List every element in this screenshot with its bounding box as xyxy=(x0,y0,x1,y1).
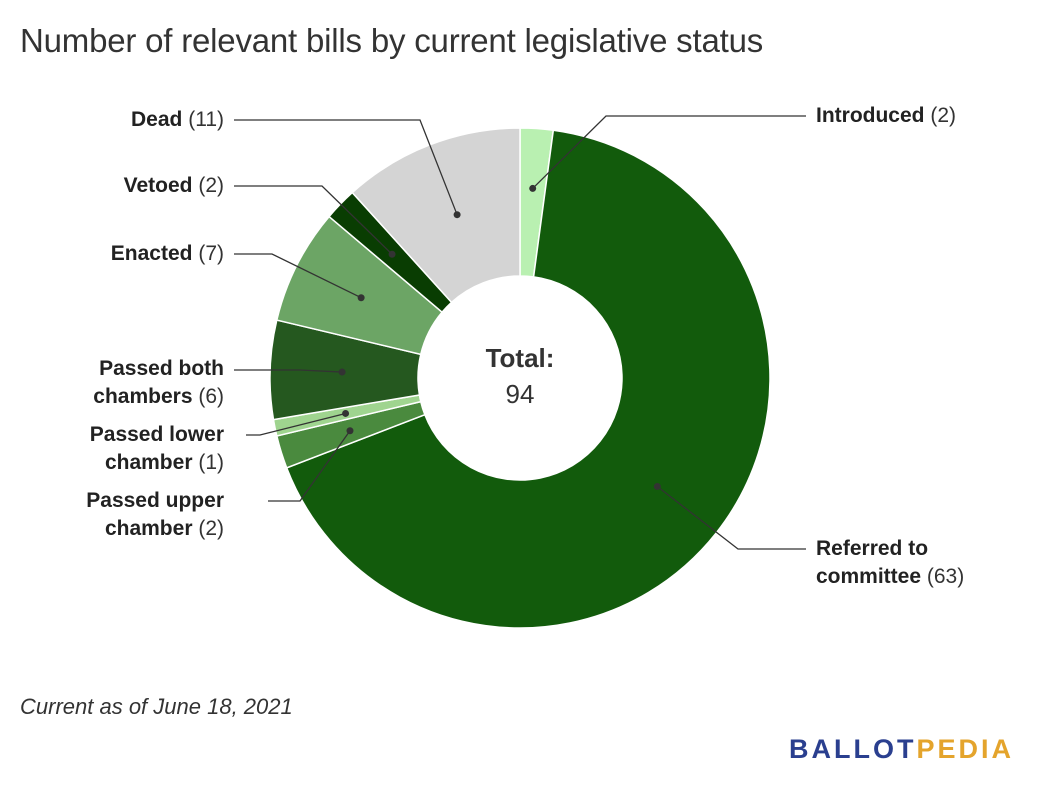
chart-title: Number of relevant bills by current legi… xyxy=(20,22,764,59)
label-name: chamber xyxy=(104,451,193,474)
label-count: (11) xyxy=(182,108,224,131)
label-count: (2) xyxy=(192,174,224,197)
leader-line-passed-upper-chamber xyxy=(268,430,351,502)
logo-part-ballot: BALLOT xyxy=(788,734,917,764)
leader-dot-passed-lower-chamber xyxy=(342,409,350,417)
label-name: Passed both xyxy=(99,357,224,380)
label-referred-to-committee: Referred to committee (63) xyxy=(816,535,964,591)
leader-dot-vetoed xyxy=(388,250,396,258)
leader-dot-passed-both-chambers xyxy=(338,368,346,376)
label-passed-lower-chamber: Passed lower chamber (1) xyxy=(90,421,224,477)
label-count: (63) xyxy=(921,565,965,588)
label-name: chambers xyxy=(93,385,193,408)
label-dead: Dead (11) xyxy=(131,106,224,134)
leader-dot-enacted xyxy=(357,294,365,302)
label-name: Dead xyxy=(131,108,183,131)
label-name: committee xyxy=(816,565,922,588)
leader-dot-introduced xyxy=(529,184,537,192)
leader-line-enacted xyxy=(234,253,362,299)
label-count: (6) xyxy=(192,385,224,408)
label-count: (2) xyxy=(924,104,956,127)
leader-line-passed-lower-chamber xyxy=(246,412,346,436)
label-name: chamber xyxy=(104,517,193,540)
label-passed-upper-chamber: Passed upper chamber (2) xyxy=(86,487,224,543)
ballotpedia-logo: BALLOTPEDIA xyxy=(789,734,1014,765)
label-passed-both-chambers: Passed both chambers (6) xyxy=(93,355,224,411)
label-name: Vetoed xyxy=(123,174,193,197)
leader-dot-referred-to-committee xyxy=(653,482,661,490)
center-total-label: Total: xyxy=(485,343,555,373)
label-count: (7) xyxy=(192,242,224,265)
label-enacted: Enacted (7) xyxy=(111,240,224,268)
leader-line-passed-both-chambers xyxy=(234,369,343,373)
leader-line-introduced xyxy=(532,115,806,189)
label-name: Enacted xyxy=(110,242,193,265)
donut-hole xyxy=(418,276,622,480)
label-introduced: Introduced (2) xyxy=(816,102,956,130)
label-vetoed: Vetoed (2) xyxy=(124,172,224,200)
label-name: Passed upper xyxy=(86,489,224,512)
center-total-value: 94 xyxy=(505,379,535,409)
slice-referred-to-committee xyxy=(285,129,771,629)
leader-line-dead xyxy=(234,119,458,215)
leader-dot-dead xyxy=(453,211,461,219)
leader-line-vetoed xyxy=(234,185,393,255)
label-count: (1) xyxy=(192,451,224,474)
leader-line-referred-to-committee xyxy=(656,485,806,550)
label-name: Introduced xyxy=(816,104,925,127)
label-name: Passed lower xyxy=(89,423,224,446)
footnote: Current as of June 18, 2021 xyxy=(20,694,293,719)
leader-dot-passed-upper-chamber xyxy=(346,427,354,435)
logo-part-pedia: PEDIA xyxy=(916,734,1014,764)
label-name: Referred to xyxy=(816,537,929,560)
label-count: (2) xyxy=(192,517,224,540)
